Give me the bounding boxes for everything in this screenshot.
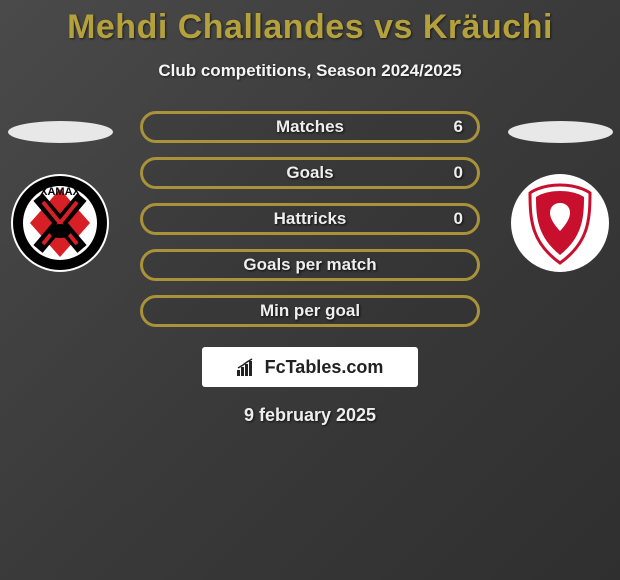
stat-label: Matches xyxy=(276,117,344,137)
page-subtitle: Club competitions, Season 2024/2025 xyxy=(0,61,620,81)
attribution-badge: FcTables.com xyxy=(202,347,418,387)
svg-text:XAMAX: XAMAX xyxy=(40,186,80,198)
right-club-badge xyxy=(510,173,610,273)
left-club-badge: XAMAX xyxy=(10,173,110,273)
stat-row-goals: Goals 0 xyxy=(140,157,480,189)
date-text: 9 february 2025 xyxy=(0,405,620,426)
stat-label: Goals xyxy=(286,163,333,183)
stat-label: Min per goal xyxy=(260,301,360,321)
stat-label: Goals per match xyxy=(243,255,376,275)
stat-rows: Matches 6 Goals 0 Hattricks 0 Goals per … xyxy=(140,111,480,327)
stat-row-hattricks: Hattricks 0 xyxy=(140,203,480,235)
left-player-column: XAMAX xyxy=(5,121,115,273)
right-player-column xyxy=(505,121,615,273)
chart-icon xyxy=(237,358,259,376)
attribution-text: FcTables.com xyxy=(265,357,384,378)
stat-right-value: 6 xyxy=(454,117,463,137)
stat-row-min-per-goal: Min per goal xyxy=(140,295,480,327)
stat-label: Hattricks xyxy=(274,209,347,229)
stat-right-value: 0 xyxy=(454,163,463,183)
stat-row-matches: Matches 6 xyxy=(140,111,480,143)
stat-right-value: 0 xyxy=(454,209,463,229)
comparison-panel: XAMAX Matches 6 Goals 0 Hattricks 0 xyxy=(0,111,620,426)
stat-row-goals-per-match: Goals per match xyxy=(140,249,480,281)
page-title: Mehdi Challandes vs Kräuchi xyxy=(0,0,620,47)
right-player-avatar xyxy=(508,121,613,143)
left-player-avatar xyxy=(8,121,113,143)
